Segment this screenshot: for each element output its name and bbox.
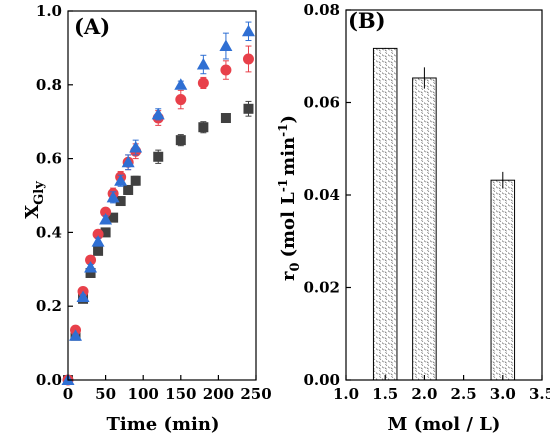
data-point-square xyxy=(198,122,209,133)
panel-b-y-tick-label: 0.00 xyxy=(303,371,340,389)
panel-b-bars xyxy=(372,47,516,381)
panel-a-y-axis-ticks: 0.0 0.2 0.4 0.6 0.8 1.0 xyxy=(36,2,73,389)
panel-a-plot-frame xyxy=(67,10,257,381)
data-point-triangle xyxy=(196,58,210,70)
panel-a-y-tick-label: 0.6 xyxy=(36,150,62,168)
panel-a-y-tick-label: 0.0 xyxy=(36,371,62,389)
data-point-circle xyxy=(85,254,97,266)
panel-b-y-axis-title-unit: (mol L xyxy=(278,192,299,258)
panel-b: 1.0 1.5 2.0 2.5 3.0 3.5 0.000.020.040.060.08 … xyxy=(276,1,550,435)
panel-b-y-tick-label: 0.06 xyxy=(303,94,340,112)
data-point-triangle xyxy=(151,107,165,120)
panel-b-y-axis-title-unit-sup1: -1 xyxy=(276,179,290,192)
panel-a-x-tick-label: 250 xyxy=(240,385,271,403)
panel-b-x-axis-ticks: 1.0 1.5 2.0 2.5 3.0 3.5 xyxy=(333,375,550,403)
panel-b-y-axis-title-main: r xyxy=(278,271,299,281)
panel-a-y-tick-label: 0.4 xyxy=(36,223,62,241)
data-point-circle xyxy=(220,64,232,76)
data-point-square xyxy=(85,267,96,278)
panel-a-label: (A) xyxy=(74,14,110,39)
data-point-triangle xyxy=(84,260,98,273)
panel-b-x-tick-label: 3.5 xyxy=(529,385,550,403)
panel-b-y-tick-label: 0.08 xyxy=(303,1,340,19)
panel-b-y-axis-title-unit-sup2: -1 xyxy=(276,123,290,136)
panel-b-x-tick-label: 2.0 xyxy=(411,385,437,403)
panel-b-x-tick-label: 1.0 xyxy=(333,385,359,403)
bar xyxy=(372,47,398,381)
data-point-triangle xyxy=(219,39,233,52)
panel-a-x-tick-label: 150 xyxy=(165,385,196,403)
panel-b-x-tick-label: 3.0 xyxy=(490,385,516,403)
svg-text:r0(mol L-1min-1): r0(mol L-1min-1) xyxy=(276,115,303,281)
panel-a-y-tick-label: 0.8 xyxy=(36,76,62,94)
panel-a-series-square xyxy=(63,100,254,385)
data-point-triangle xyxy=(114,174,128,186)
data-point-triangle xyxy=(76,290,90,302)
panel-b-x-tick-label: 2.5 xyxy=(451,385,477,403)
panel-a-series-circle xyxy=(62,45,254,386)
data-point-circle xyxy=(100,206,112,218)
data-point-square xyxy=(100,227,111,238)
data-point-square xyxy=(123,184,134,195)
data-point-circle xyxy=(197,77,209,89)
data-point-triangle xyxy=(174,78,188,90)
panel-a-x-tick-label: 100 xyxy=(128,385,159,403)
svg-text:XGly: XGly xyxy=(22,181,47,219)
bar xyxy=(490,179,516,381)
data-point-circle xyxy=(242,53,254,65)
bar xyxy=(412,77,437,381)
panel-b-y-axis-title-subscript: 0 xyxy=(288,263,303,272)
panel-a: 0 50 100 150 200 250 0.0 0.2 0.4 0.6 0.8 1.0 (A) T… xyxy=(22,2,272,435)
data-point-square xyxy=(243,103,254,114)
panel-a-x-axis-title: Time (min) xyxy=(106,414,219,435)
panel-a-y-axis-title-subscript: Gly xyxy=(32,181,47,205)
panel-a-x-tick-label: 50 xyxy=(95,385,116,403)
panel-b-label: (B) xyxy=(348,8,386,33)
panel-b-y-axis-title: r0(mol L-1min-1) xyxy=(276,115,303,281)
data-point-triangle xyxy=(241,24,255,37)
data-point-triangle xyxy=(99,212,113,225)
panel-a-x-tick-label: 200 xyxy=(203,385,234,403)
data-point-triangle xyxy=(129,141,143,153)
panel-b-y-tick-label: 0.02 xyxy=(303,279,340,297)
data-point-square xyxy=(130,175,141,186)
data-point-square xyxy=(153,151,164,162)
panel-a-series-triangle xyxy=(61,21,255,385)
data-point-triangle xyxy=(69,329,83,341)
data-point-square xyxy=(175,135,186,146)
data-point-circle xyxy=(175,94,187,106)
data-point-triangle xyxy=(91,235,105,247)
panel-b-y-axis-ticks: 0.00 0.02 0.04 0.06 0.08 xyxy=(303,1,351,389)
panel-b-y-axis-title-unit-mid: min xyxy=(278,137,299,176)
panel-b-y-tick-label: 0.04 xyxy=(303,186,340,204)
data-point-square xyxy=(108,212,119,223)
panel-a-y-tick-label: 1.0 xyxy=(36,2,62,20)
panel-a-y-axis-title-main: X xyxy=(22,205,43,219)
data-point-square xyxy=(220,113,231,124)
data-point-triangle xyxy=(106,190,120,203)
data-point-triangle xyxy=(121,155,135,168)
data-point-square xyxy=(115,196,126,207)
data-point-square xyxy=(93,245,104,256)
data-point-circle xyxy=(92,228,104,240)
panel-b-x-tick-label: 1.5 xyxy=(372,385,398,403)
panel-a-x-axis-ticks: 0 50 100 150 200 250 xyxy=(63,375,272,403)
panel-b-y-axis-title-unit-end: ) xyxy=(278,115,299,124)
panel-a-data-marks xyxy=(61,21,255,386)
panel-a-y-axis-title: XGly xyxy=(22,181,47,219)
panel-a-y-tick-label: 0.2 xyxy=(36,297,62,315)
panel-a-x-tick-label: 0 xyxy=(63,385,73,403)
panel-b-x-axis-title: M (mol / L) xyxy=(388,414,501,435)
